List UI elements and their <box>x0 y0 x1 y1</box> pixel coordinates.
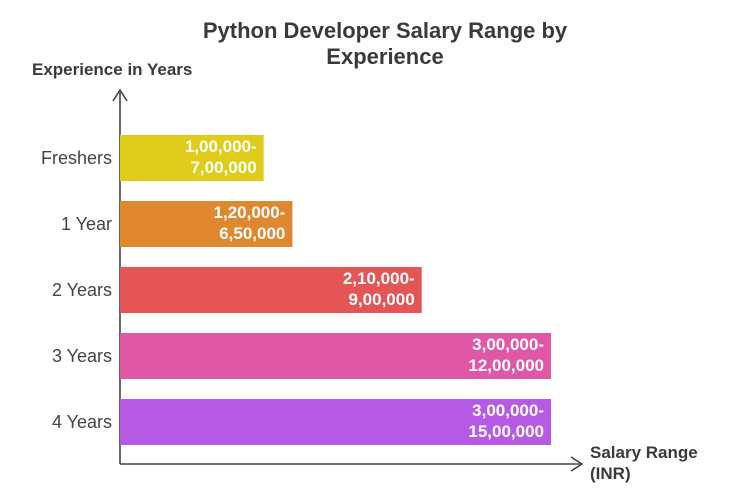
category-label-3: 3 Years <box>52 346 112 366</box>
bar-3 <box>120 333 551 379</box>
category-label-1: 1 Year <box>61 214 112 234</box>
bar-value-label-0: 1,00,000-7,00,000 <box>185 137 257 177</box>
category-label-0: Freshers <box>41 148 112 168</box>
category-label-2: 2 Years <box>52 280 112 300</box>
y-axis-title: Experience in Years <box>32 60 192 79</box>
bar-1 <box>120 201 293 247</box>
category-label-4: 4 Years <box>52 412 112 432</box>
x-axis-title: Salary Range (INR) <box>590 443 698 483</box>
y-axis-arrow <box>112 88 128 102</box>
bar-2 <box>120 267 422 313</box>
bar-value-label-4: 3,00,000-15,00,000 <box>468 401 544 441</box>
bar-0 <box>120 135 264 181</box>
chart-title: Python Developer Salary Range by Experien… <box>203 18 568 69</box>
bars-group: Freshers 1,00,000-7,00,000 1 Year 1,20,000-… <box>41 135 551 445</box>
bar-value-label-2: 2,10,000-9,00,000 <box>343 269 415 309</box>
bar-4 <box>120 399 551 445</box>
x-axis-arrow <box>570 456 584 472</box>
bar-value-label-3: 3,00,000-12,00,000 <box>468 335 544 375</box>
bar-value-label-1: 1,20,000-6,50,000 <box>214 203 286 243</box>
